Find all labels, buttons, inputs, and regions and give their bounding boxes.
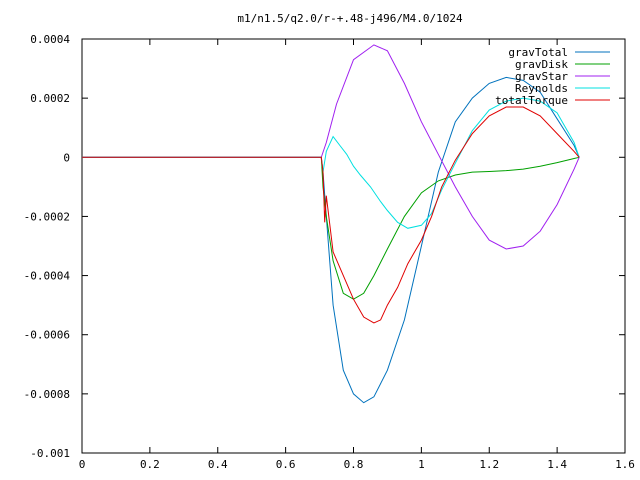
legend-label: Reynolds [515,82,568,95]
legend-label: gravTotal [508,46,568,59]
series-line-reynolds [82,97,580,229]
series-line-gravtotal [82,76,580,404]
y-tick-label: 0.0004 [30,33,70,46]
x-tick-label: 0.4 [208,458,228,471]
legend-label: gravDisk [515,58,568,71]
y-tick-label: 0.0002 [30,92,70,105]
x-axis: 0 0.2 0.4 0.6 0.8 1 1.2 1.4 1.6 [79,39,635,471]
x-tick-label: 0.8 [344,458,364,471]
series-line-gravstar [82,44,580,250]
series-lines [82,44,580,404]
series-line-totaltorque [82,106,580,324]
legend-label: totalTorque [495,94,568,107]
x-tick-label: 1.6 [615,458,635,471]
x-tick-label: 0.6 [276,458,296,471]
y-tick-label: -0.0004 [24,270,71,283]
y-tick-label: -0.0002 [24,210,70,223]
x-tick-label: 1.2 [479,458,499,471]
x-tick-label: 0 [79,458,86,471]
x-tick-label: 0.2 [140,458,160,471]
x-tick-label: 1 [418,458,425,471]
legend: gravTotalgravDiskgravStarReynoldstotalTo… [495,46,610,107]
y-axis: 0.0004 0.0002 0 -0.0002 -0.0004 -0.0006 -0.000… [24,33,625,460]
y-tick-label: 0 [63,151,70,164]
series-line-gravdisk [82,156,580,300]
y-tick-label: -0.001 [30,447,70,460]
y-tick-label: -0.0006 [24,329,70,342]
chart-title: m1/n1.5/q2.0/r-+.48-j496/M4.0/1024 [237,12,463,25]
legend-label: gravStar [515,70,568,83]
x-tick-label: 1.4 [547,458,567,471]
y-tick-label: -0.0008 [24,388,70,401]
